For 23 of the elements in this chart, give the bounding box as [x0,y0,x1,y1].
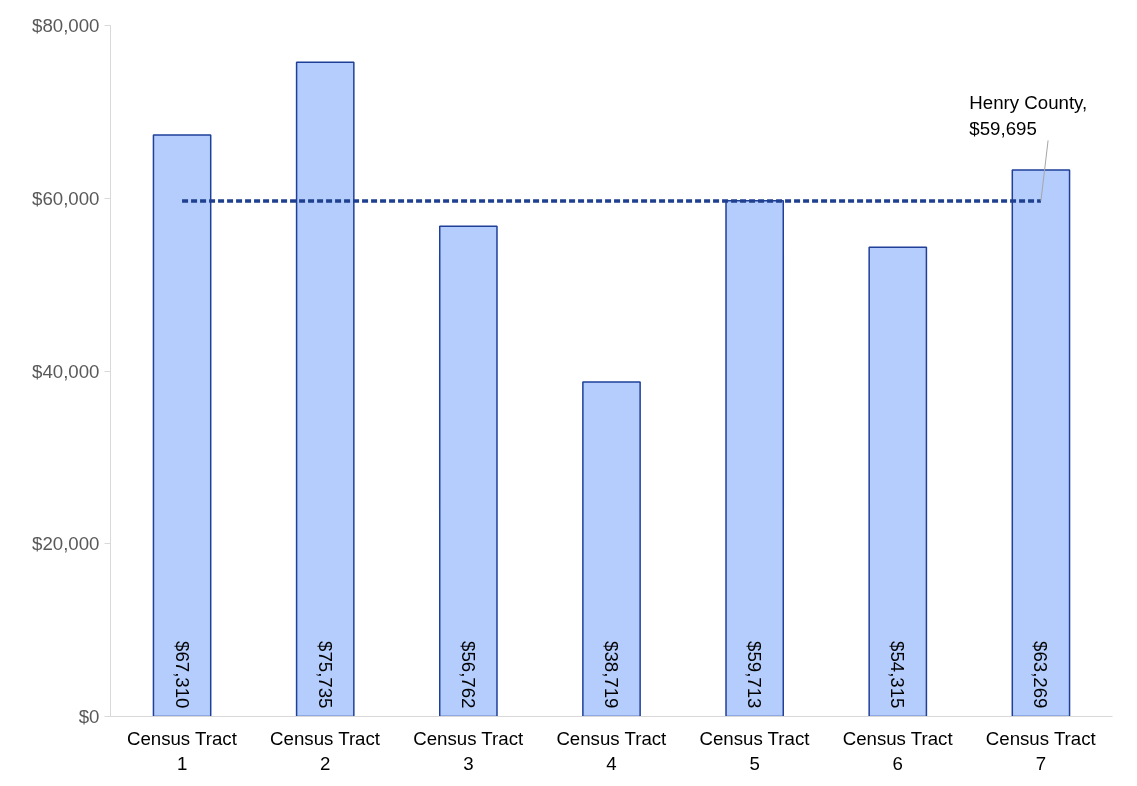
bar [868,246,928,717]
x-tick-label: Census Tract 1 [126,727,238,774]
x-tick-label: Census Tract 6 [842,727,954,774]
x-tick-label: Census Tract 3 [413,727,524,774]
y-tick-label: $80,000 [32,15,100,36]
data-label: $75,735 [314,641,336,709]
x-tick-label: Census Tract 5 [699,727,811,774]
bar [582,381,641,717]
data-label: $67,310 [171,641,193,709]
y-tick-label: $20,000 [32,533,100,555]
data-label: $63,269 [1030,641,1052,709]
x-tick-label: Census Tract 2 [270,727,381,774]
y-tick-label: $60,000 [32,187,100,209]
x-tick-label: Census Tract 7 [985,727,1097,774]
data-label: $56,762 [457,641,479,709]
data-label: $38,719 [601,641,622,709]
data-label: $59,713 [744,641,766,709]
y-tick-label: $0 [78,706,100,727]
bar [438,225,498,717]
ref-line-label: Henry County, $59,695 [969,92,1088,139]
x-tick-label: Census Tract 4 [556,727,668,774]
y-tick-label: $40,000 [32,360,100,382]
data-label: $54,315 [887,641,909,709]
